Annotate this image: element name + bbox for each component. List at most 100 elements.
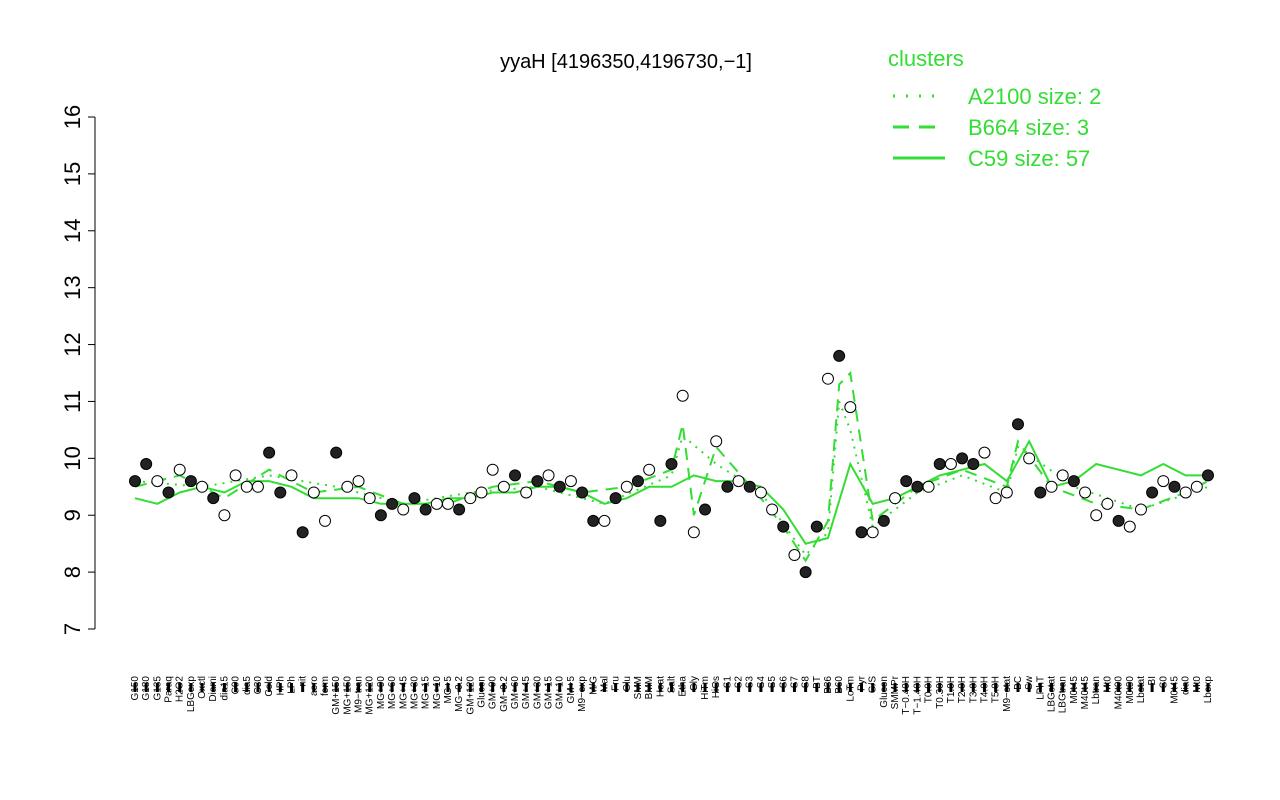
x-tick-label: BI (1147, 676, 1158, 685)
data-point (453, 503, 466, 516)
data-point (1090, 509, 1103, 522)
data-point (889, 492, 902, 505)
data-point (1067, 475, 1080, 488)
data-point (240, 480, 253, 493)
data-point (274, 486, 287, 499)
x-tick-label: Diami (208, 676, 219, 702)
x-tick-label: T5.0H (991, 676, 1002, 703)
data-point (1011, 418, 1024, 431)
x-tick-label: GM+15 (544, 676, 555, 710)
data-point (989, 492, 1002, 505)
data-point (374, 509, 387, 522)
x-tick-label: ferm (320, 676, 331, 696)
data-point (810, 520, 823, 533)
x-tick-label: G180 (141, 676, 152, 701)
data-point (497, 480, 510, 493)
x-tick-label: MG−0.2 (454, 676, 465, 712)
x-tick-label: Oxctl (197, 676, 208, 699)
data-point (1146, 486, 1159, 499)
data-point (967, 458, 980, 471)
x-tick-label: S7 (789, 676, 800, 689)
x-tick-label: MG+10 (432, 676, 443, 710)
x-tick-label: Salt (667, 676, 678, 693)
y-axis: 7 8 9 10 11 12 13 14 15 16 (60, 105, 96, 635)
data-point (229, 469, 242, 482)
x-tick-label: C90 (231, 676, 242, 695)
x-tick-label: Glucon (879, 676, 890, 708)
data-point (833, 349, 846, 362)
x-tick-label: Mal (599, 676, 610, 692)
data-point (184, 475, 197, 488)
data-point (1134, 503, 1147, 516)
x-tick-label: HiOs (711, 676, 722, 698)
legend-entry-label: C59 size: 57 (968, 146, 1090, 171)
data-point (676, 389, 689, 402)
data-point (486, 463, 499, 476)
data-point (844, 401, 857, 414)
x-tick-label: M40t45 (1080, 676, 1091, 710)
y-tick-label: 8 (60, 566, 85, 578)
data-point (408, 492, 421, 505)
data-point (866, 526, 879, 539)
x-tick-label: MG+60 (387, 676, 398, 710)
x-tick-label: BMM (644, 676, 655, 699)
x-tick-label: C30 (253, 676, 264, 695)
data-point (1000, 486, 1013, 499)
y-tick-label: 11 (60, 390, 85, 413)
data-point (743, 480, 756, 493)
data-point (609, 492, 622, 505)
data-point (710, 435, 723, 448)
legend-entry-label: B664 size: 3 (968, 115, 1089, 140)
data-point (397, 503, 410, 516)
data-point (296, 526, 309, 539)
data-point (944, 458, 957, 471)
x-tick-label: G135 (152, 676, 163, 701)
x-tick-label: nit (298, 676, 309, 687)
data-point (956, 452, 969, 465)
data-point (509, 469, 522, 482)
x-tick-label: M/G (588, 676, 599, 695)
x-tick-label: M0t45 (1069, 676, 1080, 704)
x-tick-label: dia0 (1181, 676, 1192, 695)
chart-title: yyaH [4196350,4196730,−1] (500, 51, 752, 73)
x-tick-label: GM+150 (331, 676, 342, 715)
x-tick-label: G/S (868, 676, 879, 694)
y-tick-label: 15 (60, 162, 85, 186)
data-point (654, 514, 667, 527)
x-tick-label: M0t45 (1169, 676, 1180, 704)
data-point (687, 526, 700, 539)
data-point (162, 486, 175, 499)
data-point (341, 480, 354, 493)
x-tick-label: T3.0H (968, 676, 979, 703)
data-point (464, 492, 477, 505)
x-tick-label: S6 (778, 676, 789, 689)
x-tick-label: T2.0H (957, 676, 968, 703)
x-tick-label: S0 (1158, 676, 1169, 689)
data-point (643, 463, 656, 476)
data-point (1023, 452, 1036, 465)
x-tick-label: S4 (756, 676, 767, 689)
x-tick-label: M9−stat (1002, 676, 1013, 712)
x-tick-label: T−0.40H (901, 676, 912, 715)
data-point (598, 514, 611, 527)
x-tick-label: GM+120 (465, 676, 476, 715)
data-point (263, 446, 276, 459)
data-point (1202, 469, 1214, 482)
x-tick-label: T4.0H (979, 676, 990, 703)
data-point (386, 497, 399, 510)
x-tick-label: Lbstat (1136, 676, 1147, 703)
x-tick-label: MG+90 (376, 676, 387, 710)
data-point (140, 458, 153, 471)
data-point (1157, 475, 1170, 488)
x-tick-label: GM+90 (488, 676, 499, 710)
x-tick-label: LPhT (1035, 676, 1046, 700)
x-tick-label: Lbtran (1091, 676, 1102, 704)
x-tick-label: S2 (734, 676, 745, 689)
data-point (631, 475, 644, 488)
data-point (1101, 497, 1114, 510)
x-tick-label: S5 (767, 676, 778, 689)
data-point (799, 566, 812, 579)
x-tick-label: GM+60 (510, 676, 521, 710)
data-point (520, 486, 533, 499)
series-line-dotted (134, 401, 1209, 557)
